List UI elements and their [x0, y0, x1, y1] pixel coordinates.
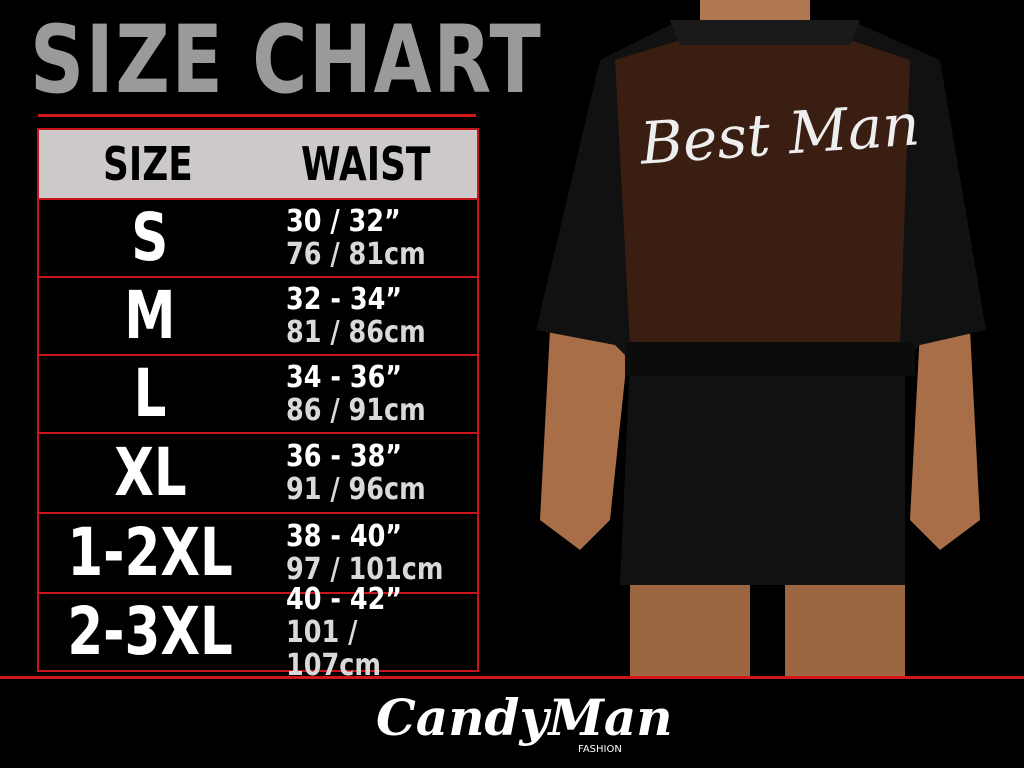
waist-cm: 86 / 91cm	[286, 393, 426, 428]
table-row: XL 36 - 38” 91 / 96cm	[39, 434, 477, 514]
page-title: SIZE CHART	[30, 6, 543, 115]
size-label: M	[124, 277, 176, 354]
table-row: M 32 - 34” 81 / 86cm	[39, 278, 477, 356]
table-header: SIZE WAIST	[39, 130, 477, 200]
size-label: XL	[113, 434, 187, 511]
footer-divider	[0, 676, 1024, 679]
size-label: S	[131, 199, 169, 276]
waist-cm: 81 / 86cm	[286, 315, 426, 350]
brand-logo: CandyMan	[376, 688, 673, 747]
size-label: 1-2XL	[67, 514, 233, 591]
waist-inches: 30 / 32”	[286, 204, 401, 239]
waist-inches: 40 - 42”	[286, 581, 403, 617]
size-label: L	[133, 355, 167, 432]
waist-cm: 91 / 96cm	[286, 472, 426, 507]
waist-inches: 34 - 36”	[286, 360, 403, 395]
table-row: 2-3XL 40 - 42” 101 / 107cm	[39, 583, 477, 682]
waist-cm: 97 / 101cm	[286, 552, 444, 587]
table-row: S 30 / 32” 76 / 81cm	[39, 200, 477, 278]
brand-logo-sub: FASHION	[578, 744, 622, 755]
waist-cm: 76 / 81cm	[286, 237, 426, 272]
title-divider	[38, 114, 476, 117]
header-size: SIZE	[103, 137, 193, 191]
waist-cm: 101 / 107cm	[286, 614, 381, 683]
waist-inches: 32 - 34”	[286, 282, 403, 317]
table-row: 1-2XL 38 - 40” 97 / 101cm	[39, 514, 477, 594]
size-table: SIZE WAIST S 30 / 32” 76 / 81cm M 32 - 34…	[37, 128, 479, 682]
header-waist: WAIST	[301, 137, 431, 191]
waist-inches: 38 - 40”	[286, 519, 403, 554]
size-label: 2-3XL	[67, 593, 233, 670]
table-row: L 34 - 36” 86 / 91cm	[39, 356, 477, 434]
waist-inches: 36 - 38”	[286, 439, 403, 474]
product-photo	[536, 0, 986, 676]
